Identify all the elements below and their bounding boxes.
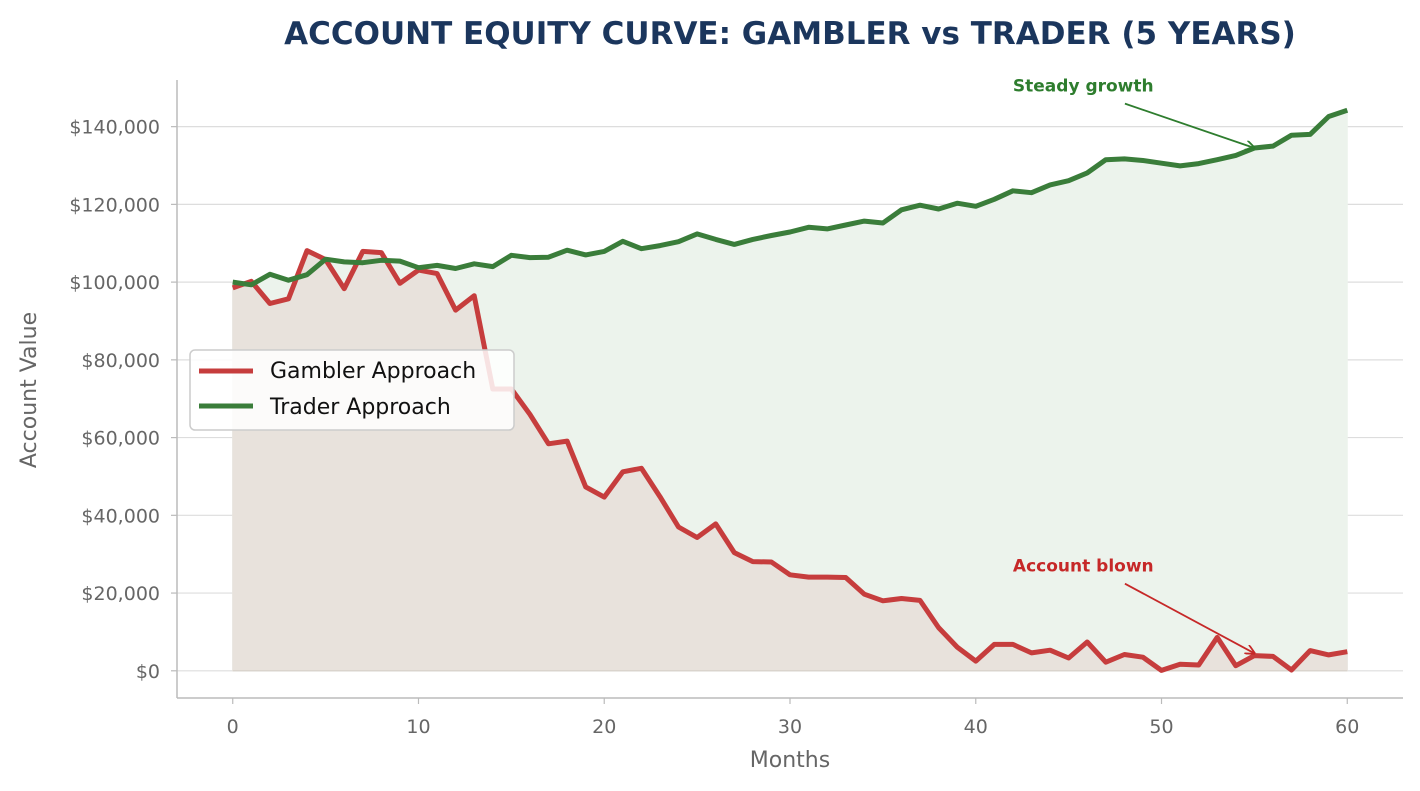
annotation-label: Account blown <box>1013 557 1154 577</box>
annotation-arrow <box>1124 102 1254 148</box>
x-tick-label: 10 <box>406 716 430 738</box>
annotation-label: Steady growth <box>1013 77 1154 97</box>
x-tick-label: 0 <box>227 716 239 738</box>
y-tick-label: $40,000 <box>81 505 160 527</box>
x-tick-label: 60 <box>1335 716 1359 738</box>
x-tick-label: 30 <box>778 716 802 738</box>
series-line-trader <box>232 107 1349 288</box>
x-ticks: 0 10 20 30 40 50 60 <box>227 698 1359 738</box>
legend-box <box>189 349 515 431</box>
x-tick-label: 20 <box>592 716 616 738</box>
legend-label-trader: Trader Approach <box>269 395 451 420</box>
x-tick-label: 50 <box>1149 716 1173 738</box>
annotations: Steady growth Account blown <box>1013 77 1254 654</box>
y-tick-label: $140,000 <box>69 117 160 139</box>
x-tick-label: 40 <box>964 716 988 738</box>
series-lines <box>231 107 1349 673</box>
chart-title: ACCOUNT EQUITY CURVE: GAMBLER vs TRADER … <box>284 16 1296 52</box>
y-tick-label: $120,000 <box>69 194 160 216</box>
y-tick-label: $0 <box>136 661 160 683</box>
legend-label-gambler: Gambler Approach <box>270 359 476 384</box>
x-axis-label: Months <box>750 748 830 773</box>
y-axis-label: Account Value <box>17 312 42 468</box>
y-tick-label: $20,000 <box>81 583 160 605</box>
annotation-arrow <box>1124 582 1254 654</box>
y-ticks: $0 $20,000 $40,000 $60,000 $80,000 $100,000 $1… <box>69 117 177 683</box>
y-tick-label: $100,000 <box>69 272 160 294</box>
legend: Gambler Approach Trader Approach <box>189 349 515 431</box>
y-tick-label: $60,000 <box>81 428 160 450</box>
y-tick-label: $80,000 <box>81 350 160 372</box>
